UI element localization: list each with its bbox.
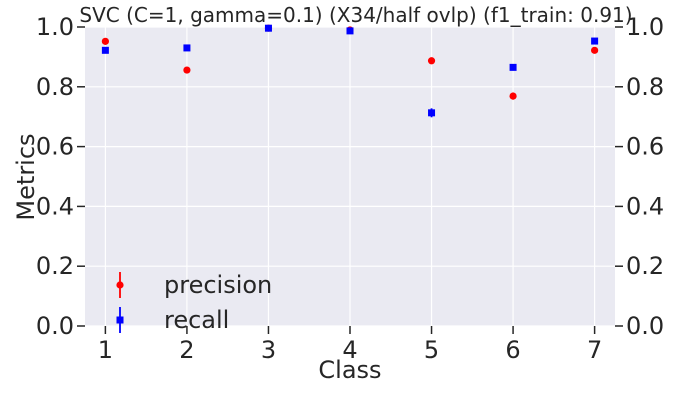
y-tick-label-right: 1.0 (626, 13, 664, 41)
y-tick-label-right: 0.6 (626, 133, 664, 161)
chart-title: SVC (C=1, gamma=0.1) (X34/half ovlp) (f1… (79, 3, 632, 27)
x-tick-label: 6 (505, 336, 520, 364)
x-tick-label: 4 (342, 336, 357, 364)
precision-point (183, 66, 191, 74)
legend-recall-label: recall (164, 306, 229, 334)
recall-point (264, 24, 272, 32)
legend: precision recall (116, 271, 272, 334)
recall-point (591, 37, 599, 45)
grid (85, 26, 615, 327)
legend-precision-marker (116, 281, 124, 289)
y-tick-label-left: 0.6 (36, 133, 74, 161)
legend-precision-label: precision (164, 271, 272, 299)
precision-point (509, 92, 517, 100)
ticks: 0.0 0.0 0.2 0.2 0.4 0.4 0.6 0.6 0.8 0.8 1.0 1.0 1 2 3 4… (36, 13, 664, 364)
x-tick-label: 2 (179, 336, 194, 364)
y-axis-label: Metrics (12, 133, 40, 220)
recall-point (101, 46, 109, 54)
precision-point (101, 37, 109, 45)
y-tick-label-left: 0.4 (36, 192, 74, 220)
x-tick-label: 5 (424, 336, 439, 364)
y-tick-label-left: 1.0 (36, 13, 74, 41)
x-axis-label: Class (318, 356, 381, 384)
x-tick-label: 3 (261, 336, 276, 364)
y-tick-label-right: 0.8 (626, 73, 664, 101)
y-tick-label-left: 0.2 (36, 252, 74, 280)
data-marks (101, 24, 599, 118)
y-tick-label-left: 0.0 (36, 312, 74, 340)
recall-point (509, 63, 517, 71)
x-tick-label: 7 (587, 336, 602, 364)
recall-point (428, 109, 436, 117)
y-tick-label-right: 0.0 (626, 312, 664, 340)
recall-point (183, 44, 191, 52)
precision-point (427, 57, 436, 65)
x-tick-label: 1 (98, 336, 113, 364)
legend-recall-marker (116, 316, 124, 324)
y-tick-label-left: 0.8 (36, 73, 74, 101)
precision-point (591, 46, 599, 54)
recall-point (346, 27, 354, 35)
y-tick-label-right: 0.4 (626, 192, 664, 220)
y-tick-label-right: 0.2 (626, 252, 664, 280)
